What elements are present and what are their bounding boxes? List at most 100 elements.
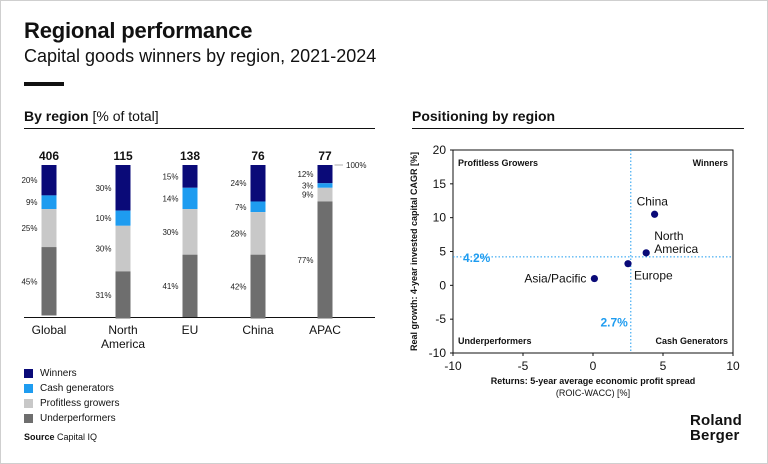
bar-china-winners xyxy=(250,165,266,202)
bar-global-underperformers xyxy=(41,247,57,316)
quadrant-label-winners: Winners xyxy=(693,158,728,168)
bar-total-global: 406 xyxy=(39,149,59,163)
bar-global-cash-generators xyxy=(41,195,57,210)
legend-swatch-cash-generators xyxy=(24,384,33,393)
right-panel-rule xyxy=(412,128,744,129)
page-title: Regional performance xyxy=(24,18,253,43)
y-tick-label: -5 xyxy=(435,312,446,326)
bar-apac-underperformers xyxy=(317,201,333,319)
brand-logo: Roland Berger xyxy=(690,413,742,443)
scatter-point-north-america xyxy=(642,249,650,257)
legend-item-profitless-growers: Profitless growers xyxy=(24,396,119,411)
bar-total-china: 76 xyxy=(251,149,265,163)
legend-item-cash-generators: Cash generators xyxy=(24,381,119,396)
logo-line-1: Roland xyxy=(690,412,743,429)
bar-label-global-cash-generators: 9% xyxy=(26,198,38,207)
bar-eu-underperformers xyxy=(182,254,198,317)
scatter-point-china xyxy=(651,210,659,218)
y-tick-label: 5 xyxy=(439,245,446,259)
quadrant-label-profitless-growers: Profitless Growers xyxy=(458,158,538,168)
legend-label-winners: Winners xyxy=(40,368,77,379)
bar-eu-profitless-growers xyxy=(182,209,198,255)
x-axis-title-line-2: (ROIC-WACC) [%] xyxy=(556,388,630,398)
bar-label-global-winners: 20% xyxy=(21,176,37,185)
category-label-china: China xyxy=(242,323,274,337)
legend: Winners Cash generators Profitless growe… xyxy=(24,366,119,426)
reference-label-y: 4.2% xyxy=(463,251,491,265)
legend-swatch-underperformers xyxy=(24,414,33,423)
bar-total-eu: 138 xyxy=(180,149,200,163)
source-text: Capital IQ xyxy=(57,432,98,442)
quadrant-label-cash-generators: Cash Generators xyxy=(655,336,728,346)
bar-apac-winners xyxy=(317,165,333,184)
scatter-label-china: China xyxy=(637,194,669,208)
legend-label-cash-generators: Cash generators xyxy=(40,383,114,394)
bar-label-apac-underperformers: 77% xyxy=(297,256,313,265)
y-tick-label: 0 xyxy=(439,278,446,292)
bar-label-china-cash-generators: 7% xyxy=(235,203,247,212)
y-tick-label: 10 xyxy=(433,211,447,225)
y-axis-title: Real growth: 4-year invested capital CAG… xyxy=(409,152,419,351)
bar-label-north-america-winners: 30% xyxy=(95,184,111,193)
bar-label-north-america-cash-generators: 10% xyxy=(95,214,111,223)
bar-label-north-america-underperformers: 31% xyxy=(95,291,111,300)
scatter-point-asia-pacific xyxy=(590,274,598,283)
bar-label-apac-winners: 12% xyxy=(297,170,313,179)
category-label-apac: APAC xyxy=(309,323,341,337)
bar-north-america-underperformers xyxy=(115,271,131,319)
bar-label-china-winners: 24% xyxy=(230,179,246,188)
bar-label-global-profitless-growers: 25% xyxy=(21,224,37,233)
bar-total-apac: 77 xyxy=(318,149,332,163)
quadrant-label-underperformers: Underperformers xyxy=(458,336,532,346)
scatter-label-europe: Europe xyxy=(634,269,673,283)
right-panel-title: Positioning by region xyxy=(412,108,556,124)
bar-china-underperformers xyxy=(250,254,266,319)
bar-north-america-cash-generators xyxy=(115,210,131,226)
page-subtitle: Capital goods winners by region, 2021-20… xyxy=(24,46,377,66)
category-label-north-america: North xyxy=(108,323,137,337)
bar-china-profitless-growers xyxy=(250,212,266,255)
left-panel-title: By region [% of total] xyxy=(24,108,159,124)
left-panel-unit: [% of total] xyxy=(92,108,159,124)
x-tick-label: 10 xyxy=(726,359,740,373)
source-note: Source Capital IQ xyxy=(24,432,97,442)
scatter-label-asia-pacific: Asia/Pacific xyxy=(524,272,586,286)
y-tick-label: 15 xyxy=(433,177,447,191)
bar-label-global-underperformers: 45% xyxy=(21,277,37,286)
bar-eu-winners xyxy=(182,165,198,188)
callout-label: 100% xyxy=(346,161,366,170)
scatter-chart: -10 -5 0 5 10 20 15 10 5 0 -5 -10 4.2% 2.7% Profitless… xyxy=(409,143,740,398)
bar-label-eu-winners: 15% xyxy=(162,172,178,181)
reference-label-x: 2.7% xyxy=(600,316,628,330)
bar-label-china-profitless-growers: 28% xyxy=(230,229,246,238)
bar-eu-cash-generators xyxy=(182,187,198,210)
legend-swatch-profitless-growers xyxy=(24,399,33,408)
x-tick-label: -10 xyxy=(444,359,462,373)
bar-north-america-winners xyxy=(115,165,131,211)
x-tick-label: 0 xyxy=(590,359,597,373)
scatter-label-north-america-line-1: North xyxy=(654,229,683,243)
legend-item-winners: Winners xyxy=(24,366,119,381)
stacked-bar-chart: 20% 9% 25% 45% 406 Global 30% 10% 30% 31% 115 North… xyxy=(21,149,375,351)
bar-apac-profitless-growers xyxy=(317,187,333,202)
scatter-label-north-america-line-2: America xyxy=(654,242,698,256)
bar-china-cash-generators xyxy=(250,201,266,213)
title-rule xyxy=(24,82,64,86)
bar-north-america-profitless-growers xyxy=(115,225,131,272)
bar-apac-cash-generators xyxy=(317,183,333,188)
scatter-point-europe xyxy=(624,260,632,268)
bar-label-north-america-profitless-growers: 30% xyxy=(95,245,111,254)
legend-item-underperformers: Underperformers xyxy=(24,411,119,426)
y-tick-label: -10 xyxy=(429,346,447,360)
bar-label-china-underperformers: 42% xyxy=(230,283,246,292)
bar-label-eu-cash-generators: 14% xyxy=(162,194,178,203)
x-axis-title: Returns: 5-year average economic profit … xyxy=(491,376,696,386)
left-panel-rule xyxy=(24,128,375,129)
x-tick-label: -5 xyxy=(518,359,529,373)
bar-label-eu-profitless-growers: 30% xyxy=(162,228,178,237)
category-label-global: Global xyxy=(32,323,67,337)
legend-label-underperformers: Underperformers xyxy=(40,413,116,424)
legend-label-profitless-growers: Profitless growers xyxy=(40,398,120,409)
logo-line-2: Berger xyxy=(690,427,740,444)
category-label-eu: EU xyxy=(182,323,199,337)
